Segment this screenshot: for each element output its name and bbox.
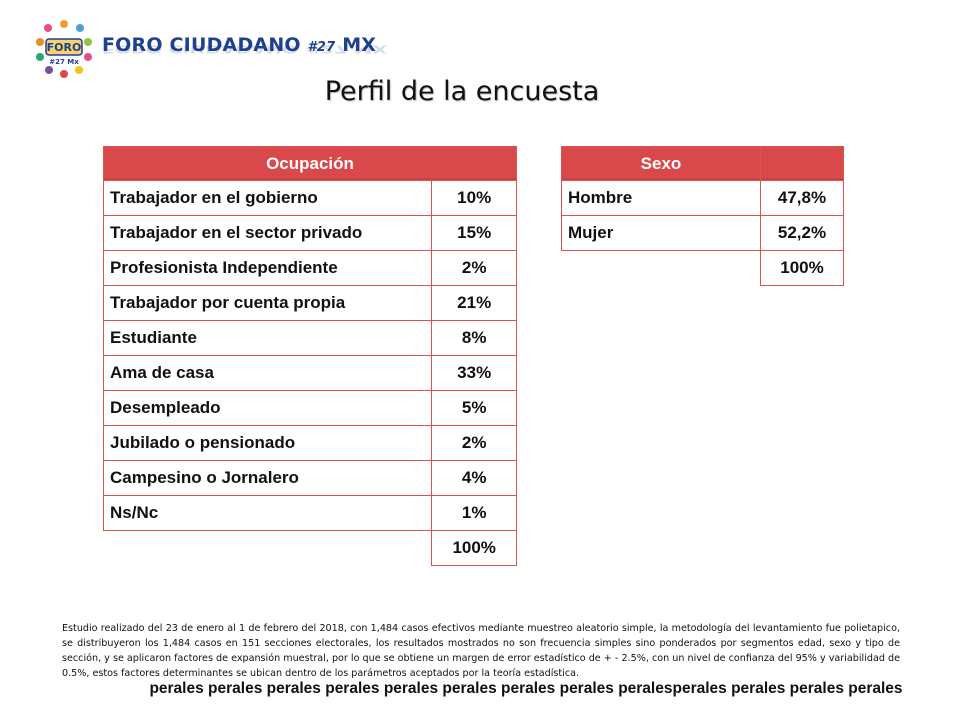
occupation-row-value: 21% — [431, 285, 517, 321]
occupation-row: Desempleado 5% — [102, 390, 517, 426]
occupation-row: Ama de casa 33% — [102, 355, 517, 391]
occupation-row-value: 33% — [431, 355, 517, 391]
logo-number: #27 — [307, 40, 336, 55]
filler-text: perales perales perales perales perales … — [149, 680, 903, 697]
occupation-row-value: 5% — [431, 390, 517, 426]
occupation-row-value: 2% — [431, 250, 517, 286]
occupation-row-value: 10% — [431, 180, 517, 216]
occupation-table: Ocupación Trabajador en el gobierno 10% Tr… — [102, 146, 517, 566]
occupation-row-label: Jubilado o pensionado — [102, 425, 433, 461]
logo-wordmark: FORO CIUDADANO #27 MX — [102, 34, 376, 56]
occupation-header: Ocupación — [103, 146, 517, 181]
occupation-row-value: 1% — [431, 495, 517, 531]
sex-row-label: Hombre — [561, 180, 761, 216]
sex-row: Hombre 47,8% — [561, 180, 844, 216]
occupation-row: Jubilado o pensionado 2% — [102, 425, 517, 461]
logo-emblem: FORO #27 Mx — [33, 17, 95, 79]
occupation-row: Trabajador en el sector privado 15% — [102, 215, 517, 251]
logo-reflection: FORO CIUDADANO #27 MX — [102, 42, 388, 55]
occupation-row-value: 15% — [431, 215, 517, 251]
methodology-footnote: Estudio realizado del 23 de enero al 1 d… — [62, 623, 900, 679]
occupation-row-value: 4% — [431, 460, 517, 496]
occupation-row-label: Ns/Nc — [102, 495, 433, 531]
sex-row: Mujer 52,2% — [561, 215, 844, 251]
occupation-row-value: 8% — [431, 320, 517, 356]
sex-total-blank — [562, 251, 761, 286]
sex-row-value: 47,8% — [760, 180, 844, 216]
occupation-row-label: Trabajador en el gobierno — [102, 180, 433, 216]
occupation-row-label: Profesionista Independiente — [102, 250, 433, 286]
sex-table: Sexo Hombre 47,8% Mujer 52,2% 100% — [561, 146, 844, 286]
sex-total-value: 100% — [760, 250, 844, 286]
page-title: Perfil de la encuesta — [324, 76, 600, 107]
sex-row-label: Mujer — [561, 215, 761, 251]
occupation-row-label: Trabajador en el sector privado — [102, 215, 433, 251]
occupation-row: Ns/Nc 1% — [102, 495, 517, 531]
logo-emblem-subtext: #27 Mx — [49, 58, 79, 66]
occupation-row-label: Campesino o Jornalero — [102, 460, 433, 496]
logo-name: FORO CIUDADANO — [102, 34, 301, 56]
sex-header: Sexo — [561, 146, 761, 181]
logo-suffix: MX — [342, 34, 377, 56]
occupation-total-value: 100% — [431, 530, 517, 566]
sex-header-empty — [760, 146, 844, 181]
occupation-total-row: 100% — [104, 530, 517, 566]
sex-total-row: 100% — [562, 250, 844, 286]
logo-emblem-text: FORO — [47, 41, 82, 54]
occupation-row: Trabajador en el gobierno 10% — [102, 180, 517, 216]
occupation-total-blank — [104, 531, 432, 566]
occupation-row: Estudiante 8% — [102, 320, 517, 356]
occupation-row-label: Desempleado — [102, 390, 433, 426]
sex-row-value: 52,2% — [760, 215, 844, 251]
occupation-row-label: Estudiante — [102, 320, 433, 356]
occupation-row: Profesionista Independiente 2% — [102, 250, 517, 286]
occupation-row-value: 2% — [431, 425, 517, 461]
occupation-row: Trabajador por cuenta propia 21% — [102, 285, 517, 321]
occupation-row-label: Trabajador por cuenta propia — [102, 285, 433, 321]
occupation-row: Campesino o Jornalero 4% — [102, 460, 517, 496]
occupation-row-label: Ama de casa — [102, 355, 433, 391]
